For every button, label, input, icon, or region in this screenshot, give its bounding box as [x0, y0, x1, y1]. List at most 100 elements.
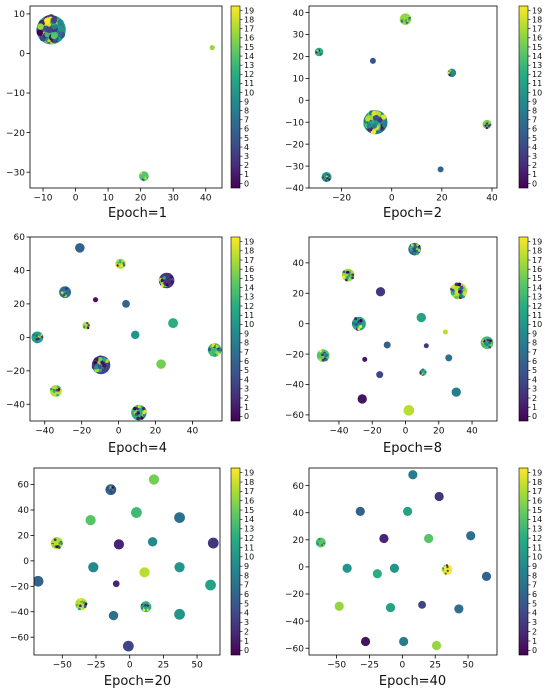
x-tick-label: 50 — [462, 661, 474, 671]
colorbar-tick-label: 2 — [532, 161, 537, 170]
x-tick-label: −50 — [53, 661, 72, 671]
cluster-marker — [147, 537, 158, 547]
cluster-point — [82, 601, 86, 605]
cluster-point — [60, 287, 64, 290]
cluster-epoch-4-13 — [49, 384, 62, 397]
y-tick-label: 0 — [298, 320, 304, 330]
colorbar-tick-label: 6 — [244, 125, 249, 134]
colorbar-tick-label: 9 — [532, 97, 537, 106]
cluster-point — [421, 368, 424, 371]
colorbar-tick-label: 17 — [532, 25, 542, 34]
x-tick-label: 20 — [135, 194, 147, 204]
cluster-point — [44, 17, 51, 24]
cluster-epoch-4-7 — [82, 321, 91, 330]
cluster-point — [143, 178, 146, 182]
colorbar-tick-label: 0 — [244, 412, 249, 421]
x-tick-label: 10 — [102, 194, 114, 204]
colorbar-tick-label: 12 — [532, 70, 542, 79]
colorbar-tick-label: 1 — [244, 637, 249, 646]
colorbar-tick-label: 14 — [244, 52, 254, 61]
cluster-epoch-40-9 — [389, 563, 400, 573]
colorbar-tick-label: 11 — [532, 79, 542, 88]
x-tick-label: 0 — [403, 427, 409, 437]
colorbar-tick-label: 16 — [532, 34, 542, 43]
cluster-marker — [379, 533, 389, 544]
colorbar-tick-label: 15 — [532, 274, 542, 283]
cluster-epoch-20-10 — [174, 562, 185, 573]
cluster-marker — [403, 506, 413, 516]
x-tick-label: −40 — [35, 427, 54, 437]
x-tick-label: 0 — [127, 661, 133, 671]
cluster-epoch-40-18 — [399, 636, 409, 647]
cluster-point — [57, 388, 61, 391]
cluster-point — [116, 264, 119, 267]
colorbar-tick-label: 0 — [244, 179, 249, 188]
y-tick-label: 10 — [14, 10, 26, 20]
cluster-epoch-8-12 — [445, 354, 453, 362]
colorbar-tick-label: 5 — [244, 366, 249, 375]
cluster-point — [109, 485, 112, 489]
cluster-point — [97, 364, 102, 369]
cluster-point — [52, 544, 55, 548]
colorbar-tick-label: 7 — [244, 116, 249, 125]
cluster-point — [321, 353, 324, 357]
cluster-point — [485, 346, 488, 350]
colorbar-tick-label: 18 — [244, 247, 254, 256]
cluster-epoch-4-9 — [31, 331, 44, 344]
colorbar-tick-label: 19 — [244, 468, 254, 477]
colorbar-tick-label: 17 — [532, 256, 542, 265]
colorbar-tick-label: 14 — [244, 515, 254, 524]
y-tick-label: −30 — [6, 168, 25, 178]
cluster-point — [320, 53, 323, 56]
y-tick-label: 20 — [293, 536, 305, 546]
cluster-point — [354, 317, 358, 321]
colorbar-tick-label: 13 — [244, 525, 254, 534]
cluster-marker — [454, 604, 464, 614]
cluster-epoch-2-5 — [482, 119, 492, 130]
colorbar-tick-label: 9 — [244, 97, 249, 106]
cluster-point — [94, 365, 99, 370]
cluster-epoch-2-7 — [321, 172, 332, 183]
cluster-point — [450, 72, 453, 75]
cluster-marker — [148, 474, 160, 485]
cluster-point — [38, 333, 41, 337]
cluster-point — [170, 280, 174, 284]
cluster-point — [136, 411, 140, 415]
scatter-plot-epoch-4: −40 −20 0 20 40−40−2002040600123456789101112… — [6, 233, 254, 437]
cluster-epoch-1-0 — [36, 14, 66, 45]
colorbar-tick-label: 5 — [532, 599, 537, 608]
cluster-point — [58, 541, 62, 545]
cluster-point — [454, 282, 459, 287]
cluster-point — [322, 358, 325, 362]
cluster-point — [50, 17, 57, 24]
cluster-point — [137, 404, 141, 409]
cluster-epoch-4-1 — [115, 258, 126, 269]
colorbar-tick-label: 9 — [532, 329, 537, 338]
colorbar-tick-label: 1 — [532, 170, 537, 179]
cluster-point — [361, 322, 365, 326]
cluster-point — [102, 363, 107, 368]
colorbar-tick-label: 12 — [532, 302, 542, 311]
colorbar-tick-label: 16 — [244, 265, 254, 274]
cluster-point — [373, 114, 379, 121]
y-tick-label: −20 — [285, 590, 304, 600]
cluster-point — [324, 358, 328, 362]
cluster-point — [55, 545, 59, 549]
cluster-point — [83, 605, 87, 608]
colorbar-tick-label: 7 — [532, 348, 537, 357]
cluster-epoch-4-12 — [156, 359, 166, 369]
cluster-point — [371, 110, 377, 117]
colorbar-tick-label: 4 — [244, 375, 249, 384]
cluster-point — [68, 290, 71, 294]
cluster-marker — [139, 567, 150, 578]
colorbar — [518, 5, 529, 189]
cluster-epoch-40-19 — [431, 640, 442, 651]
cluster-point — [140, 172, 143, 175]
cluster-epoch-20-1 — [105, 484, 117, 496]
colorbar-tick-label: 18 — [532, 478, 542, 487]
colorbar-tick-label: 14 — [532, 52, 542, 61]
cluster-point — [409, 246, 412, 250]
cluster-epoch-8-11 — [362, 356, 368, 362]
colorbar-tick-label: 4 — [532, 609, 537, 618]
cluster-point — [485, 126, 488, 130]
